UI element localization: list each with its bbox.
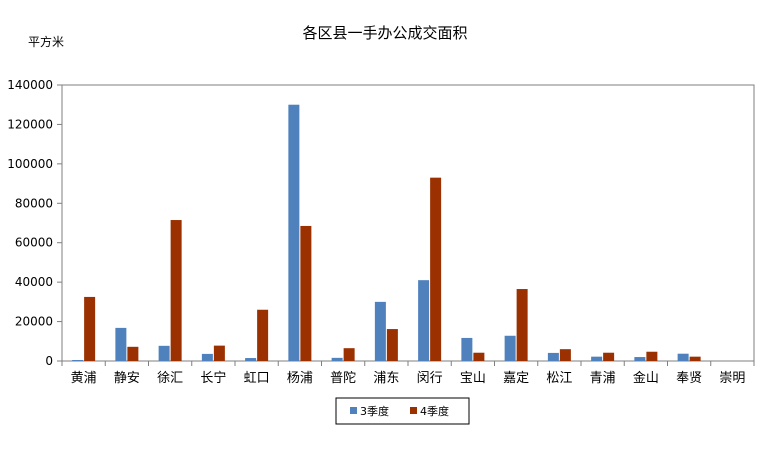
bar-series-1-3 xyxy=(201,353,213,361)
x-tick-label: 普陀 xyxy=(330,370,356,386)
bar-series-2-6 xyxy=(343,348,355,361)
bar-series-1-14 xyxy=(677,353,689,361)
x-tick-label: 奉贤 xyxy=(676,371,702,386)
bar-series-2-13 xyxy=(646,351,658,361)
y-axis: 0 20000 40000 60000 80000 100000 120000 140000 xyxy=(7,78,62,368)
x-axis: 黄浦 静安 徐汇 长宁 虹口 杨浦 普陀 浦东 闵行 宝山 嘉定 松江 青浦 金山 奉贤 崇明 xyxy=(61,361,755,386)
x-tick-label: 长宁 xyxy=(200,370,226,386)
bar-series-2-3 xyxy=(213,345,225,361)
y-tick-label: 80000 xyxy=(15,196,53,210)
bar-series-2-5 xyxy=(300,225,312,361)
bar-series-1-4 xyxy=(245,358,257,361)
bar-series-2-10 xyxy=(516,289,528,361)
chart-title: 各区县一手办公成交面积 xyxy=(302,24,467,42)
y-tick-label: 100000 xyxy=(7,157,53,171)
x-tick-label: 闵行 xyxy=(417,371,443,386)
legend-label-series-2: 4季度 xyxy=(420,404,449,418)
legend-label-series-1: 3季度 xyxy=(360,404,389,418)
bar-series-1-0 xyxy=(72,360,84,361)
legend-swatch-series-2 xyxy=(410,407,417,414)
x-tick-label: 徐汇 xyxy=(157,371,183,386)
bar-series-1-8 xyxy=(418,280,430,361)
x-tick-label: 嘉定 xyxy=(503,371,529,386)
bars-group xyxy=(72,104,701,361)
x-tick-label: 浦东 xyxy=(373,371,399,386)
bar-series-1-12 xyxy=(591,356,603,361)
bar-series-2-8 xyxy=(430,177,442,361)
y-tick-label: 60000 xyxy=(15,236,53,250)
y-tick-label: 40000 xyxy=(15,275,53,289)
bar-series-1-10 xyxy=(504,335,516,361)
bar-series-2-9 xyxy=(473,352,485,361)
y-tick-label: 120000 xyxy=(7,117,53,131)
x-tick-label: 松江 xyxy=(546,371,572,386)
x-tick-label: 虹口 xyxy=(244,371,270,386)
bar-series-1-6 xyxy=(331,357,343,361)
bar-series-2-0 xyxy=(84,296,96,361)
bar-series-2-2 xyxy=(170,220,182,361)
bar-series-2-1 xyxy=(127,346,139,361)
x-tick-label: 崇明 xyxy=(719,371,745,386)
y-tick-label: 140000 xyxy=(7,78,53,92)
y-axis-label: 平方米 xyxy=(28,34,64,49)
bar-series-1-7 xyxy=(374,301,386,361)
legend: 3季度 4季度 xyxy=(335,397,470,425)
legend-swatch-series-1 xyxy=(350,407,357,414)
plot-area-frame xyxy=(61,84,755,362)
x-tick-label: 静安 xyxy=(114,371,140,386)
bar-series-2-11 xyxy=(559,349,571,361)
bar-series-2-7 xyxy=(386,329,398,361)
x-tick-label: 青浦 xyxy=(590,371,616,386)
bar-series-2-4 xyxy=(257,309,269,361)
bar-series-1-13 xyxy=(634,357,646,361)
x-tick-label: 黄浦 xyxy=(71,371,97,386)
bar-series-2-14 xyxy=(689,356,701,361)
bar-series-1-1 xyxy=(115,327,127,361)
bar-series-2-12 xyxy=(603,352,615,361)
x-tick-label: 金山 xyxy=(633,370,659,386)
bar-series-1-2 xyxy=(158,345,170,361)
bar-series-1-9 xyxy=(461,337,473,361)
x-tick-label: 杨浦 xyxy=(287,371,313,386)
bar-series-1-11 xyxy=(547,352,559,361)
legend-box xyxy=(335,397,470,425)
y-tick-label: 20000 xyxy=(15,315,53,329)
y-tick-label: 0 xyxy=(45,354,53,368)
x-tick-label: 宝山 xyxy=(460,371,486,386)
bar-series-1-5 xyxy=(288,104,300,361)
